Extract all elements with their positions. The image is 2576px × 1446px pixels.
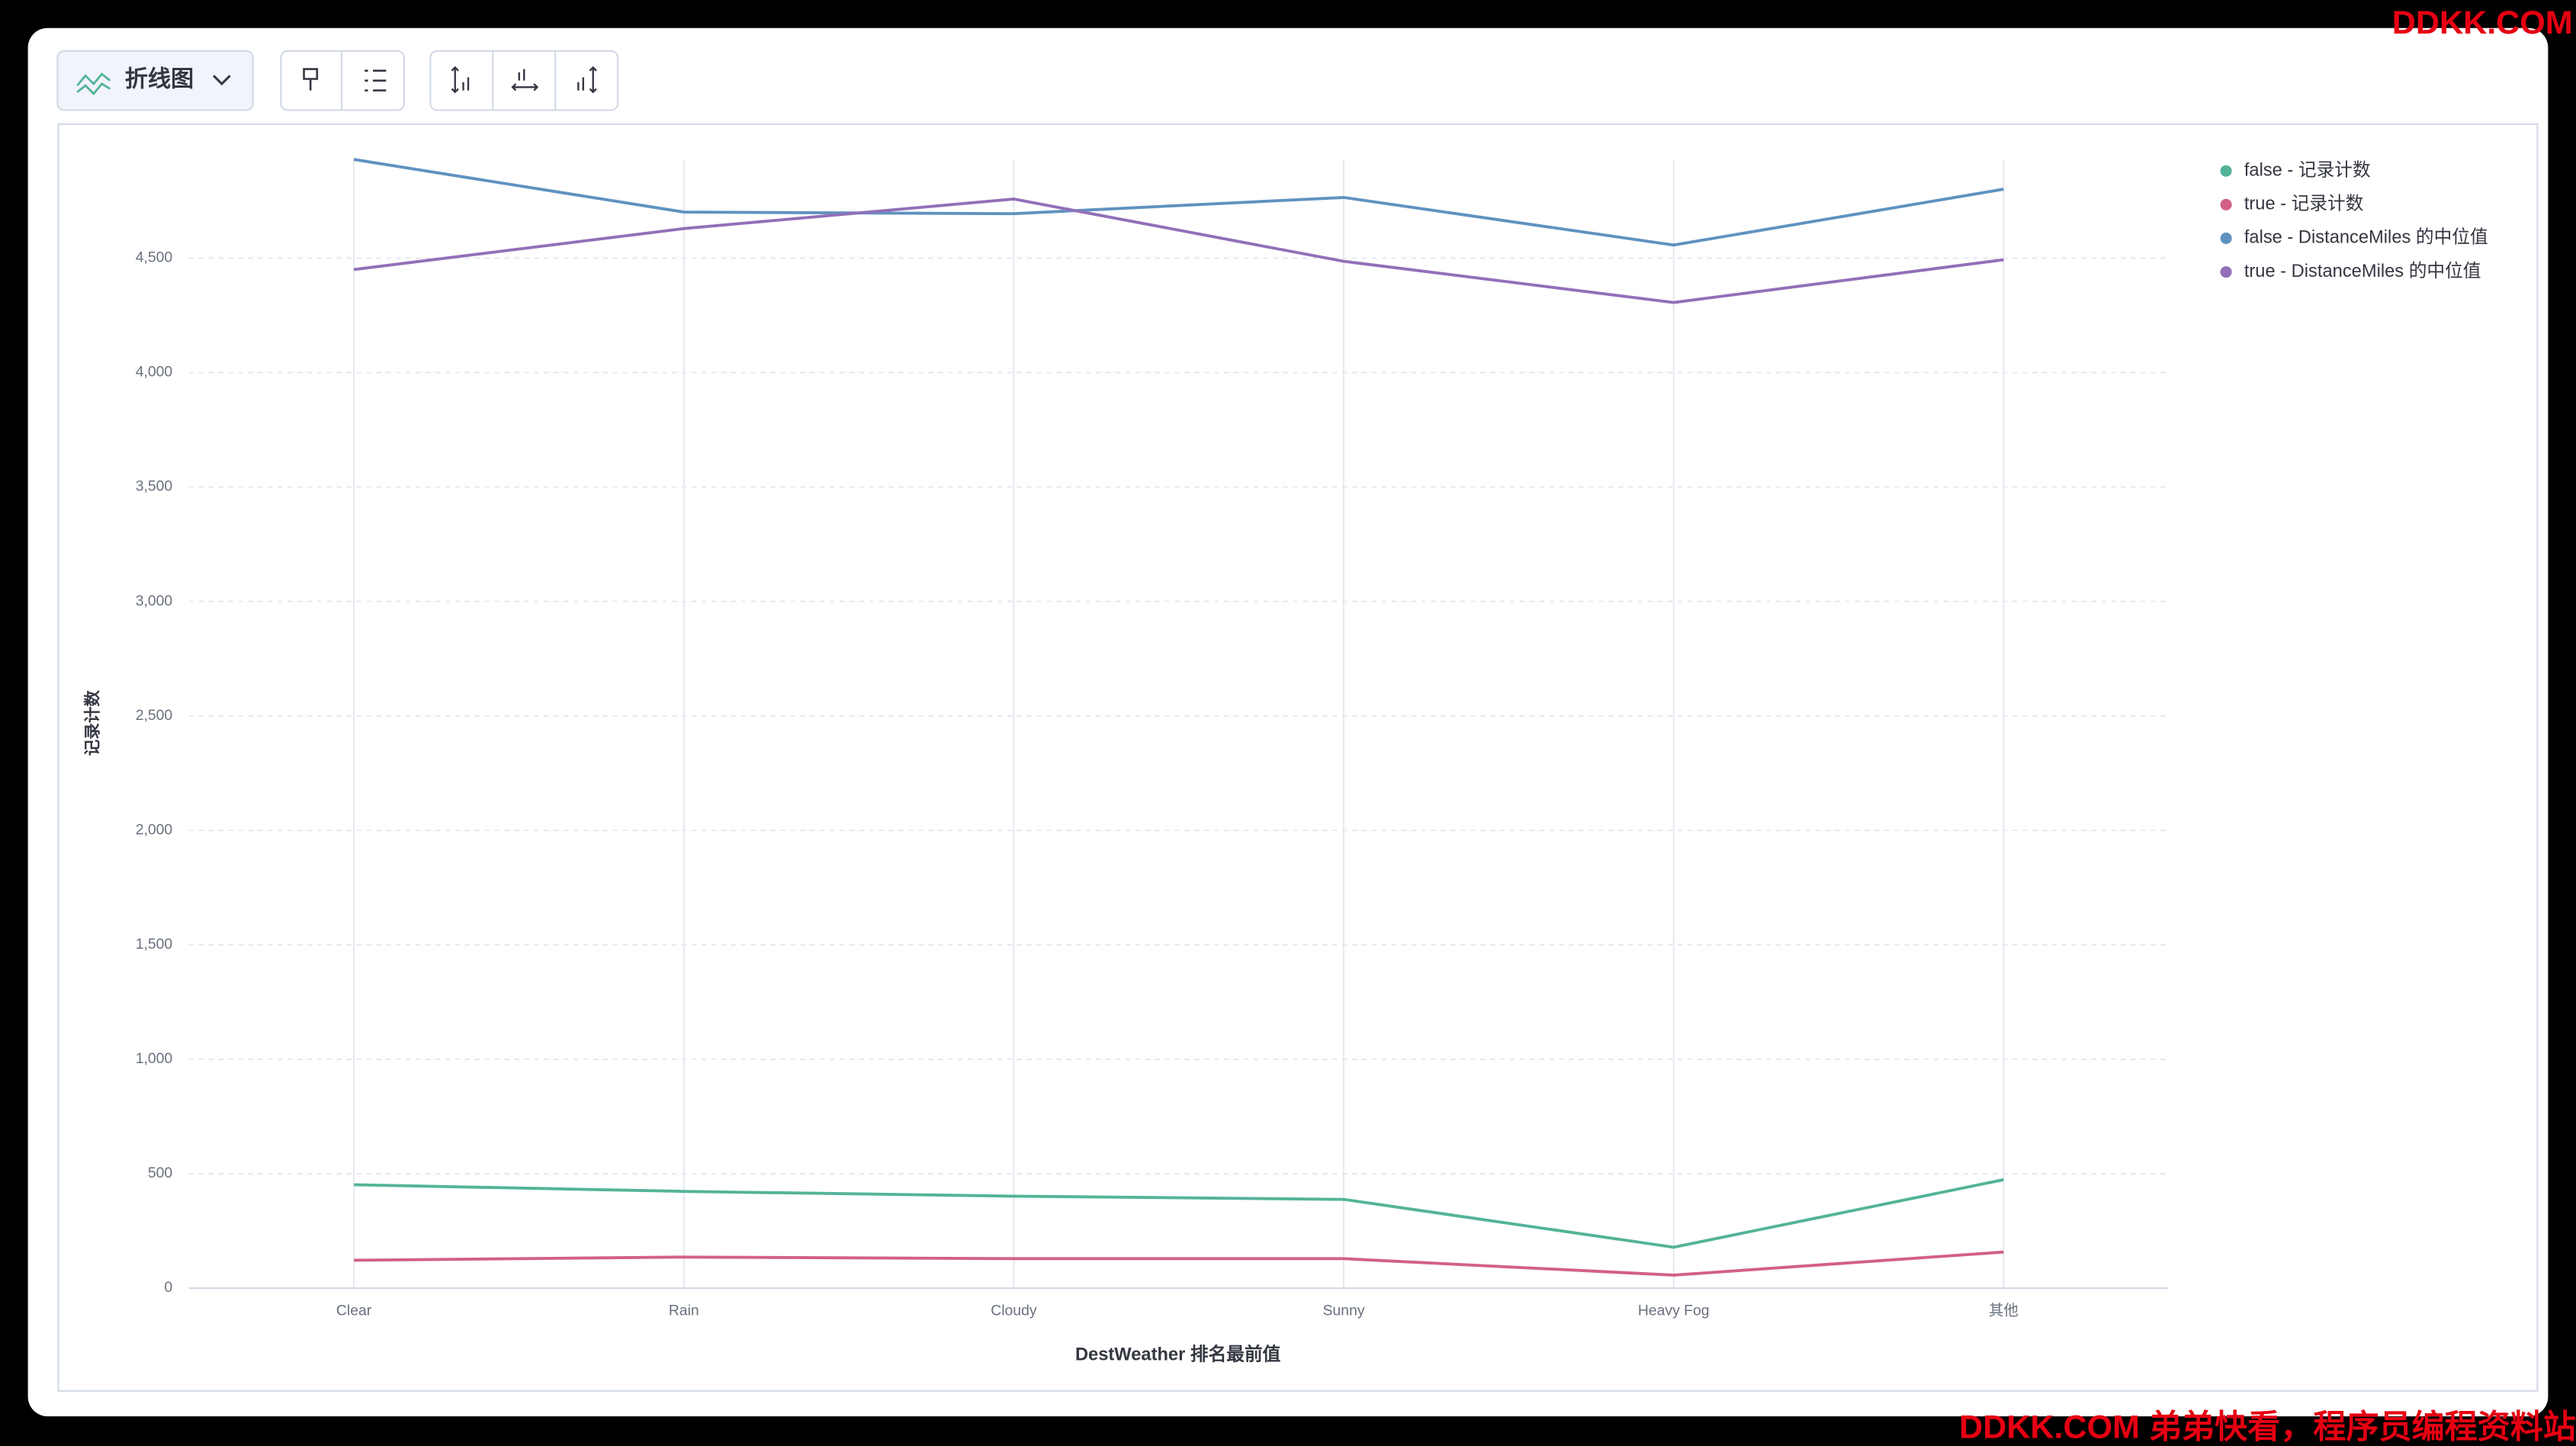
series-line [353,158,2004,247]
right-axis-button[interactable] [555,51,618,111]
y-tick-label: 3,000 [136,593,173,609]
y-axis-title: 记录计数 [83,689,101,756]
chart-type-button[interactable] [56,50,254,111]
axis-icon [451,66,470,94]
y-tick-label: 4,000 [136,364,173,381]
left-axis-button[interactable] [430,51,493,111]
y-tick-label: 2,500 [136,707,173,724]
y-tick-label: 1,500 [136,936,173,953]
legend-label: false - 记录计数 [2244,159,2371,180]
axis-icon [511,69,539,92]
list-icon [365,69,387,92]
bottom-axis-button[interactable] [493,51,555,111]
watermark: DDKK.COM [2392,5,2573,41]
x-tick-label: Heavy Fog [1638,1302,1710,1319]
brush-icon [303,68,319,91]
chart-frame [57,123,2539,1392]
x-tick-label: 其他 [1989,1302,2019,1319]
legend-label: true - DistanceMiles 的中位值 [2244,261,2481,281]
plot: Clear Rain Cloudy Sunny Heavy Fog 其他 0 500 1,000… [136,158,2169,1319]
legend-swatch [2220,198,2232,210]
x-tick-label: Cloudy [991,1302,1037,1319]
series-line [353,198,2004,304]
watermark: DDKK.COM 弟弟快看，程序员编程资料站 [1959,1409,2576,1446]
chart-type-label: 折线图 [125,66,194,92]
y-tick-label: 3,500 [136,478,173,495]
legend-label: false - DistanceMiles 的中位值 [2244,227,2488,248]
y-tick-label: 0 [164,1279,172,1296]
legend-swatch [2220,266,2232,278]
legend-label: true - 记录计数 [2244,194,2364,214]
series-line [354,1178,2004,1249]
y-tick-label: 4,500 [136,249,173,266]
axis-icon [577,66,597,94]
x-axis-title: DestWeather 排名最前值 [1075,1344,1281,1365]
x-tick-label: Sunny [1323,1302,1365,1319]
legend-swatch [2220,232,2232,245]
dropdown-arrow [212,75,231,86]
y-tick-label: 500 [148,1165,173,1181]
x-tick-label: Rain [669,1302,699,1319]
y-tick-label: 1,000 [136,1050,173,1067]
line-icon [76,72,111,95]
series-line [354,1250,2004,1277]
y-tick-label: 2,000 [136,821,173,838]
x-tick-label: Clear [336,1302,372,1319]
toolbar: 折线图 [56,50,619,111]
legend-swatch [2220,165,2232,177]
